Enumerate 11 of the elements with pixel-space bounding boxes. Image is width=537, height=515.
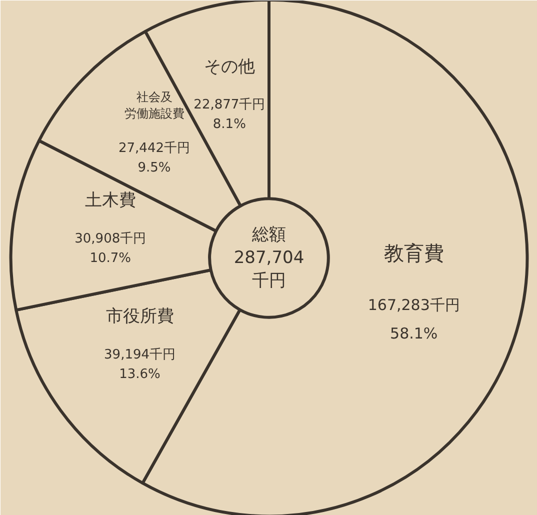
data-label: 39,194千円 13.6% [104, 347, 176, 382]
slice-label: その他 [204, 57, 255, 78]
data-label: 30,908千円 10.7% [74, 231, 146, 266]
data-label: 22,877千円 8.1% [194, 98, 266, 132]
slice-label: 市役所費 [106, 306, 174, 327]
data-label: 167,283千円 58.1% [368, 296, 460, 343]
data-label: 27,442千円 9.5% [118, 141, 190, 176]
slice-label: 教育費 [384, 240, 444, 265]
slice-label: 土木費 [84, 190, 136, 211]
text: 総額 287,704 千円 [234, 225, 304, 291]
slice-label: 社会及労働施設費 [124, 90, 184, 121]
